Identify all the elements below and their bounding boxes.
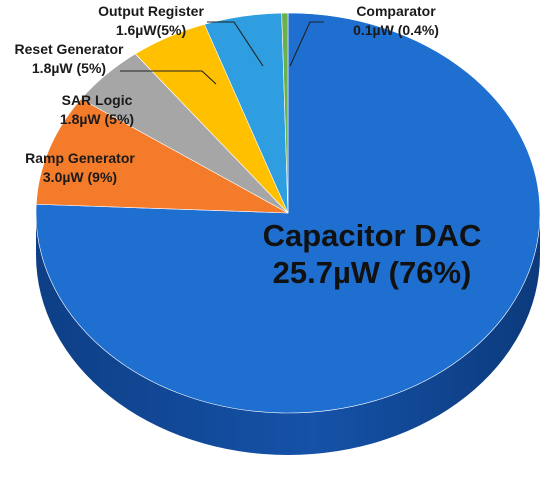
label-name-ramp-generator: Ramp Generator bbox=[25, 150, 135, 166]
pie-slice-ramp-generator bbox=[35, 98, 289, 214]
label-value-output-register: 1.6µW(5%) bbox=[116, 22, 186, 38]
label-comparator: Comparator 0.1µW (0.4%) bbox=[353, 3, 439, 38]
label-ramp-generator: Ramp Generator 3.0µW (9%) bbox=[25, 150, 135, 185]
label-name-reset-generator: Reset Generator bbox=[15, 41, 124, 57]
label-capacitor-dac: Capacitor DAC 25.7µW (76%) bbox=[263, 218, 482, 290]
pie-slices bbox=[35, 12, 541, 414]
leader-comparator bbox=[289, 21, 324, 67]
label-name-comparator: Comparator bbox=[356, 3, 436, 19]
leader-output-register bbox=[207, 21, 264, 67]
leader-reset-generator bbox=[120, 70, 217, 85]
label-output-register: Output Register 1.6µW(5%) bbox=[98, 3, 204, 38]
pie-side-capacitor-dac bbox=[36, 213, 540, 455]
label-value-comparator: 0.1µW (0.4%) bbox=[353, 22, 439, 38]
pie-slice-comparator bbox=[281, 12, 289, 214]
label-name-capacitor-dac: Capacitor DAC bbox=[263, 218, 482, 253]
label-reset-generator: Reset Generator 1.8µW (5%) bbox=[15, 41, 124, 76]
pie-depth-layer bbox=[36, 213, 540, 455]
label-name-sar-logic: SAR Logic bbox=[62, 92, 133, 108]
label-value-sar-logic: 1.8µW (5%) bbox=[60, 111, 134, 127]
slice-labels: Capacitor DAC 25.7µW (76%) Ramp Generator 3… bbox=[15, 3, 482, 290]
label-value-ramp-generator: 3.0µW (9%) bbox=[43, 169, 117, 185]
label-sar-logic: SAR Logic 1.8µW (5%) bbox=[60, 92, 134, 127]
label-value-capacitor-dac: 25.7µW (76%) bbox=[273, 255, 472, 290]
leader-lines bbox=[120, 21, 324, 85]
label-name-output-register: Output Register bbox=[98, 3, 204, 19]
label-value-reset-generator: 1.8µW (5%) bbox=[32, 60, 106, 76]
